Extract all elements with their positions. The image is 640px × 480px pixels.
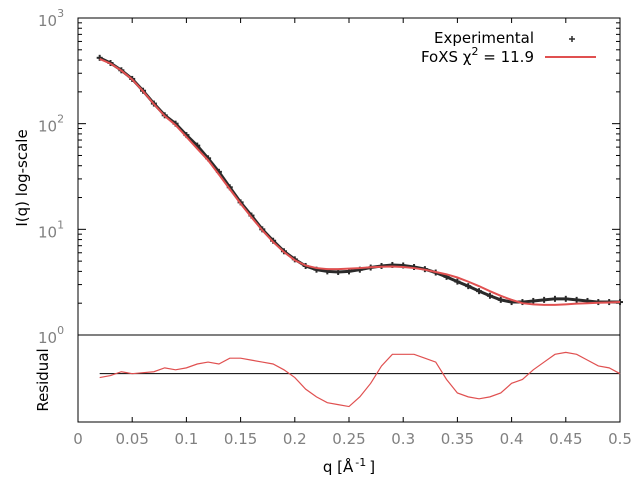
x-tick-label: 0.4 bbox=[500, 430, 524, 448]
x-tick-label: 0.45 bbox=[549, 430, 582, 448]
y-axis-label-bottom: Residual bbox=[34, 348, 52, 411]
legend-fit-label: FoXS χ2 = 11.9 bbox=[421, 45, 534, 66]
y-axis-ticks: 100 101 102 103 bbox=[38, 7, 620, 347]
legend-experimental-marker bbox=[569, 36, 575, 42]
y-tick-label: 102 bbox=[38, 113, 64, 136]
x-tick-label: 0 bbox=[73, 430, 83, 448]
x-axis-label-main: q [Å bbox=[323, 457, 354, 476]
y-tick-label: 103 bbox=[38, 7, 64, 30]
x-tick-label: 0.15 bbox=[224, 430, 257, 448]
x-axis-label: q [Å -1] bbox=[323, 456, 375, 476]
legend-fit-sup: 2 bbox=[471, 45, 478, 58]
x-tick-label: 0.3 bbox=[391, 430, 415, 448]
residual-panel-frame bbox=[77, 334, 621, 423]
legend-fit-suffix: = 11.9 bbox=[478, 48, 534, 66]
x-tick-label: 0.5 bbox=[608, 430, 632, 448]
x-tick-label: 0.05 bbox=[115, 430, 148, 448]
x-axis-ticks: 0 0.05 0.1 0.15 0.2 0.25 0.3 0.35 0.4 0.45 0.5 bbox=[73, 18, 632, 448]
y-tick-label: 101 bbox=[38, 218, 64, 241]
legend: Experimental FoXS χ2 = 11.9 bbox=[421, 29, 596, 66]
residual-line bbox=[99, 351, 621, 408]
legend-fit-prefix: FoXS χ bbox=[421, 48, 472, 66]
x-axis-label-end: ] bbox=[369, 458, 375, 476]
y-tick-label: 100 bbox=[38, 324, 64, 347]
x-axis-label-sup: -1 bbox=[355, 456, 366, 469]
x-tick-label: 0.25 bbox=[332, 430, 365, 448]
legend-experimental-label: Experimental bbox=[434, 29, 534, 47]
x-tick-label: 0.35 bbox=[441, 430, 474, 448]
y-axis-label-top: I(q) log-scale bbox=[13, 129, 31, 226]
top-panel-frame bbox=[77, 17, 621, 336]
x-tick-label: 0.2 bbox=[283, 430, 307, 448]
x-tick-label: 0.1 bbox=[174, 430, 198, 448]
experimental-trace bbox=[99, 56, 620, 304]
fit-series-line bbox=[99, 57, 621, 306]
